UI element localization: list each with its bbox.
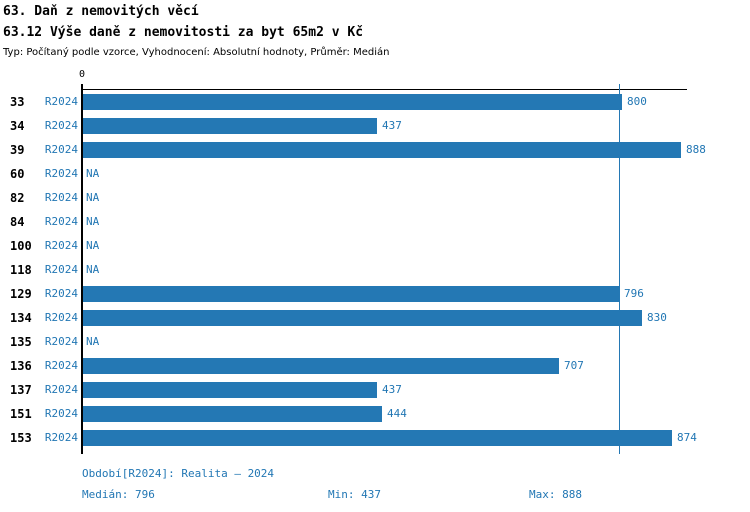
row-series-label: R2024 [44,311,78,324]
footer-min-stat: Min: 437 [328,488,381,501]
y-axis-line [81,84,83,454]
chart-row: 33 R2024 800 [0,94,750,110]
chart-row: 136 R2024 707 [0,358,750,374]
footer-max-stat: Max: 888 [529,488,582,501]
value-bar [83,142,681,158]
value-bar [83,118,377,134]
chart-meta-line: Typ: Počítaný podle vzorce, Vyhodnocení:… [3,47,390,58]
row-series-label: R2024 [44,143,78,156]
value-label: 874 [677,431,697,444]
value-bar [83,430,672,446]
row-id-label: 82 [10,191,25,205]
x-axis-zero-tick-label: 0 [78,69,86,80]
value-label: 437 [382,119,402,132]
row-id-label: 129 [10,287,32,301]
chart-row: 129 R2024 796 [0,286,750,302]
value-bar [83,382,377,398]
na-value-label: NA [86,239,100,252]
chart-row: 100 R2024 NA [0,238,750,254]
row-series-label: R2024 [44,287,78,300]
na-value-label: NA [86,191,100,204]
row-id-label: 134 [10,311,32,325]
value-label: 437 [382,383,402,396]
row-series-label: R2024 [44,263,78,276]
row-series-label: R2024 [44,95,78,108]
value-bar [83,406,382,422]
row-series-label: R2024 [44,191,78,204]
row-id-label: 118 [10,263,32,277]
na-value-label: NA [86,263,100,276]
chart-row: 153 R2024 874 [0,430,750,446]
chart-row: 82 R2024 NA [0,190,750,206]
value-bar [83,286,619,302]
na-value-label: NA [86,167,100,180]
na-value-label: NA [86,215,100,228]
chart-row: 135 R2024 NA [0,334,750,350]
chart-row: 60 R2024 NA [0,166,750,182]
value-label: 830 [647,311,667,324]
footer-median-stat: Medián: 796 [82,488,155,501]
row-id-label: 33 [10,95,25,109]
value-label: 444 [387,407,407,420]
row-series-label: R2024 [44,215,78,228]
row-id-label: 39 [10,143,25,157]
chart-row: 151 R2024 444 [0,406,750,422]
chart-row: 34 R2024 437 [0,118,750,134]
row-series-label: R2024 [44,383,78,396]
chart-row: 137 R2024 437 [0,382,750,398]
value-label: 707 [564,359,584,372]
page-title: 63. Daň z nemovitých věcí [3,4,199,19]
row-id-label: 153 [10,431,32,445]
row-id-label: 151 [10,407,32,421]
row-id-label: 100 [10,239,32,253]
row-series-label: R2024 [44,239,78,252]
value-bar [83,358,559,374]
chart-row: 39 R2024 888 [0,142,750,158]
value-label: 796 [624,287,644,300]
row-series-label: R2024 [44,431,78,444]
na-value-label: NA [86,335,100,348]
chart-row: 84 R2024 NA [0,214,750,230]
row-id-label: 34 [10,119,25,133]
chart-subtitle: 63.12 Výše daně z nemovitosti za byt 65m… [3,25,364,40]
row-id-label: 136 [10,359,32,373]
row-id-label: 60 [10,167,25,181]
row-series-label: R2024 [44,167,78,180]
footer-period-label: Období[R2024]: Realita – 2024 [82,467,275,480]
value-label: 888 [686,143,706,156]
row-series-label: R2024 [44,119,78,132]
row-id-label: 137 [10,383,32,397]
row-series-label: R2024 [44,407,78,420]
row-id-label: 135 [10,335,32,349]
value-bar [83,310,642,326]
row-id-label: 84 [10,215,25,229]
row-series-label: R2024 [44,359,78,372]
value-label: 800 [627,95,647,108]
chart-row: 134 R2024 830 [0,310,750,326]
value-bar [83,94,622,110]
row-series-label: R2024 [44,335,78,348]
median-reference-line [619,84,620,454]
chart-row: 118 R2024 NA [0,262,750,278]
x-axis-line [81,89,687,90]
